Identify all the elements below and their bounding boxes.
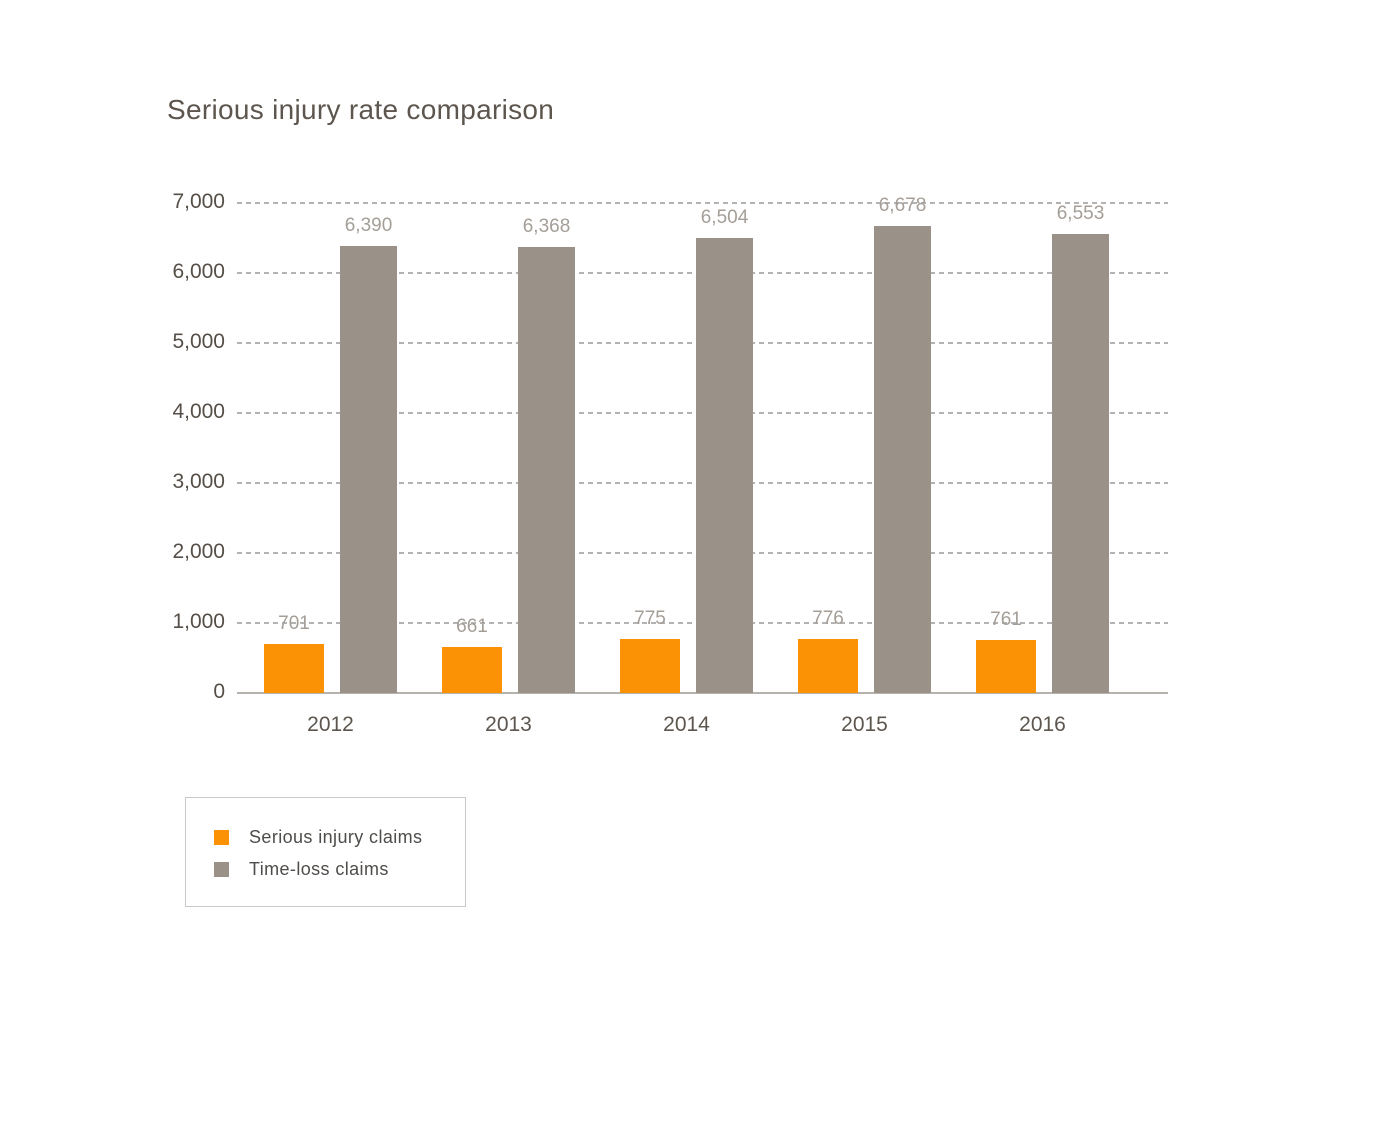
y-axis-tick-label: 4,000 [172,400,225,423]
bar-2013-serious-injury-claims [442,646,502,693]
bar-2012-time-loss-claims [340,245,397,693]
x-axis-label-2015: 2015 [841,713,888,736]
data-label-2016-series-0: 761 [990,608,1022,630]
y-axis-tick-label: 7,000 [172,190,225,213]
plot-area: 0 1,000 2,000 3,000 4,000 5,000 6,000 7,000 701 6… [172,190,1168,736]
legend-swatch-time-loss-claims [214,861,229,877]
bar-2015-serious-injury-claims [798,638,858,693]
data-label-2014-series-0: 775 [634,607,666,629]
data-label-2015-series-0: 776 [812,607,844,629]
bar-2016-serious-injury-claims [976,639,1036,693]
x-axis-label-2012: 2012 [307,713,354,736]
x-axis-line [237,692,1168,694]
data-label-2014-series-1: 6,504 [700,206,749,228]
data-label-2012-series-1: 6,390 [344,214,393,236]
legend-label-time-loss-claims: Time-loss claims [249,858,389,879]
y-axis-tick-label: 1,000 [172,610,225,633]
legend-swatch-serious-injury-claims [214,829,229,845]
chart-title: Serious injury rate comparison [167,94,555,125]
bar-2014-time-loss-claims [696,237,753,693]
gridline-7000 [237,202,1168,204]
bar-2014-serious-injury-claims [620,638,680,693]
bar-2015-time-loss-claims [874,225,931,693]
chart-legend: Serious injury claims Time-loss claims [185,797,466,907]
x-axis-label-2014: 2014 [663,713,710,736]
bar-2016-time-loss-claims [1052,234,1109,693]
y-axis-tick-label: 2,000 [172,540,225,563]
y-axis-tick-label: 0 [213,680,225,703]
data-label-2012-series-0: 701 [278,612,310,634]
x-axis-label-2016: 2016 [1019,713,1066,736]
legend-item-serious-injury-claims: Serious injury claims [214,821,465,853]
x-axis-label-2013: 2013 [485,713,532,736]
data-label-2013-series-0: 661 [456,615,488,637]
y-axis-tick-label: 5,000 [172,330,225,353]
data-label-2015-series-1: 6,678 [878,194,927,216]
y-axis-tick-label: 6,000 [172,260,225,283]
bar-2012-serious-injury-claims [264,643,324,693]
data-label-2016-series-1: 6,553 [1056,203,1105,225]
y-axis-tick-label: 3,000 [172,470,225,493]
legend-label-serious-injury-claims: Serious injury claims [249,826,423,847]
data-label-2013-series-1: 6,368 [522,216,571,238]
legend-item-time-loss-claims: Time-loss claims [214,853,465,885]
bar-2013-time-loss-claims [518,247,575,693]
